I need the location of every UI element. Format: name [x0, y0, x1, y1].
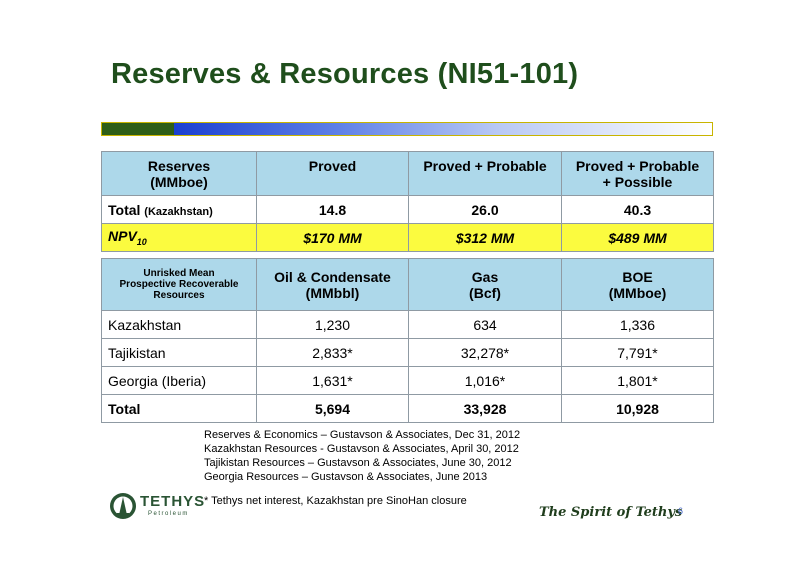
resources-total-row: Total 5,694 33,928 10,928: [101, 394, 714, 423]
reserves-total-row: Total (Kazakhstan) 14.8 26.0 40.3: [101, 195, 714, 224]
header-line: (MMboe): [150, 173, 208, 190]
header-line: (MMbbl): [305, 284, 360, 301]
row-oil: 2,833*: [256, 338, 409, 367]
bar-blue-gradient: [174, 123, 712, 135]
header-gas: Gas (Bcf): [408, 258, 562, 311]
row-boe: 1,801*: [561, 366, 714, 395]
title-underline-bar: [101, 122, 713, 136]
bar-green-segment: [102, 123, 174, 135]
total-gas: 33,928: [408, 394, 562, 423]
header-line: Unrisked Mean: [143, 268, 215, 279]
table-row: Tajikistan 2,833* 32,278* 7,791*: [101, 338, 714, 367]
company-logo: TETHYS Petroleum: [108, 489, 204, 525]
note-line: Kazakhstan Resources - Gustavson & Assoc…: [204, 443, 519, 455]
source-notes: Reserves & Economics – Gustavson & Assoc…: [204, 428, 520, 484]
tagline: The Spirit of Tethys: [539, 505, 683, 520]
header-proved: Proved: [256, 151, 409, 196]
table-row: Georgia (Iberia) 1,631* 1,016* 1,801*: [101, 366, 714, 395]
npv-row: NPV10 $170 MM $312 MM $489 MM: [101, 223, 714, 252]
note-line: Georgia Resources – Gustavson & Associat…: [204, 471, 488, 483]
total-label-cell: Total (Kazakhstan): [101, 195, 257, 224]
header-line: (MMboe): [608, 284, 667, 301]
row-oil: 1,230: [256, 310, 409, 339]
row-gas: 634: [408, 310, 562, 339]
reserves-table: Reserves (MMboe) Proved Proved + Probabl…: [101, 151, 714, 252]
row-boe: 7,791*: [561, 338, 714, 367]
header-line: Proved + Probable: [575, 157, 700, 174]
header-line: Prospective Recoverable: [119, 279, 239, 290]
logo-name: TETHYS: [140, 493, 206, 510]
total-proved-probable: 26.0: [408, 195, 562, 224]
resources-header-label: Unrisked Mean Prospective Recoverable Re…: [101, 258, 257, 311]
slide-title: Reserves & Resources (NI51-101): [111, 58, 579, 90]
total-sublabel: (Kazakhstan): [144, 205, 213, 218]
reserves-header-label: Reserves (MMboe): [101, 151, 257, 196]
derrick-logo-icon: [110, 493, 136, 519]
total-proved-probable-possible: 40.3: [561, 195, 714, 224]
row-gas: 1,016*: [408, 366, 562, 395]
footnote: * Tethys net interest, Kazakhstan pre Si…: [204, 495, 467, 507]
resources-table: Unrisked Mean Prospective Recoverable Re…: [101, 258, 714, 423]
header-oil-condensate: Oil & Condensate (MMbbl): [256, 258, 409, 311]
reserves-header-row: Reserves (MMboe) Proved Proved + Probabl…: [101, 151, 714, 196]
total-boe: 10,928: [561, 394, 714, 423]
npv-proved-probable: $312 MM: [408, 223, 562, 252]
npv-label: NPV: [108, 228, 137, 245]
note-line: Tajikistan Resources – Gustavson & Assoc…: [204, 457, 512, 469]
row-label: Georgia (Iberia): [101, 366, 257, 395]
total-label: Total: [101, 394, 257, 423]
row-label: Kazakhstan: [101, 310, 257, 339]
header-line: Reserves: [147, 157, 211, 174]
table-row: Kazakhstan 1,230 634 1,336: [101, 310, 714, 339]
header-line: Gas: [471, 268, 499, 285]
npv-proved-probable-possible: $489 MM: [561, 223, 714, 252]
logo-subtitle: Petroleum: [148, 511, 189, 517]
header-boe: BOE (MMboe): [561, 258, 714, 311]
total-proved: 14.8: [256, 195, 409, 224]
header-proved-probable-possible: Proved + Probable + Possible: [561, 151, 714, 196]
npv-subscript: 10: [136, 236, 147, 247]
header-line: Oil & Condensate: [274, 268, 391, 285]
total-label: Total: [108, 201, 141, 218]
row-boe: 1,336: [561, 310, 714, 339]
row-oil: 1,631*: [256, 366, 409, 395]
row-gas: 32,278*: [408, 338, 562, 367]
header-proved-probable: Proved + Probable: [408, 151, 562, 196]
resources-header-row: Unrisked Mean Prospective Recoverable Re…: [101, 258, 714, 311]
page-number: 6: [678, 506, 684, 516]
header-line: BOE: [622, 268, 653, 285]
npv-label-cell: NPV10: [101, 223, 257, 252]
header-line: Resources: [153, 290, 205, 301]
header-line: (Bcf): [469, 284, 501, 301]
note-line: Reserves & Economics – Gustavson & Assoc…: [204, 429, 521, 441]
header-line: + Possible: [602, 173, 673, 190]
total-oil: 5,694: [256, 394, 409, 423]
npv-proved: $170 MM: [256, 223, 409, 252]
row-label: Tajikistan: [101, 338, 257, 367]
